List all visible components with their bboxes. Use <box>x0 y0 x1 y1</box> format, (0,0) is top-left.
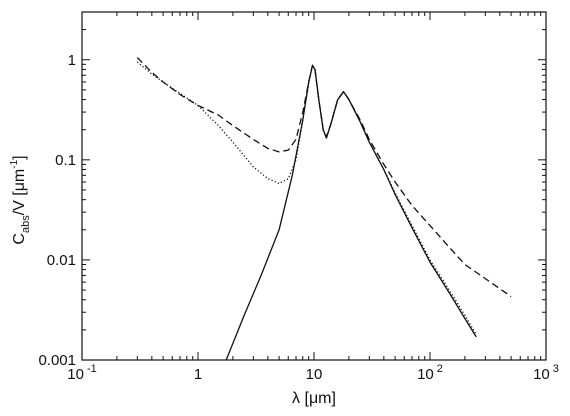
series-line-dashed <box>136 57 512 298</box>
y-axis-label-rest: /V [μm <box>11 169 28 216</box>
y-axis-label: Cabs/V [μm-1] <box>9 155 32 244</box>
x-axis-label: λ [μm] <box>292 390 336 407</box>
svg-text:Cabs/V [μm-1]: Cabs/V [μm-1] <box>9 155 32 244</box>
x-tick-label: 1 <box>194 366 202 383</box>
y-tick-label: 0.01 <box>47 252 76 269</box>
plot-layer: 10 -1 1 10 10 2 10 3 0.001 0.01 0.1 1 <box>38 11 559 383</box>
series-line-solid <box>225 64 477 361</box>
y-axis-label-sup: -1 <box>9 159 20 168</box>
x-tick-label: 10 2 <box>417 363 443 383</box>
plot-frame <box>81 11 547 361</box>
series-line-dotted <box>136 61 477 335</box>
y-tick-label: 0.1 <box>55 152 76 169</box>
x-tick-label: 10 <box>306 366 323 383</box>
x-tick-label: 10 3 <box>533 363 559 383</box>
y-tick-label: 0.001 <box>38 352 76 369</box>
y-axis-label-sub: abs <box>20 215 32 233</box>
y-tick-label: 1 <box>68 52 76 69</box>
x-tick-label: 10 -1 <box>67 363 96 383</box>
y-axis-label-main: C <box>11 233 28 245</box>
y-axis-label-end: ] <box>11 155 28 159</box>
